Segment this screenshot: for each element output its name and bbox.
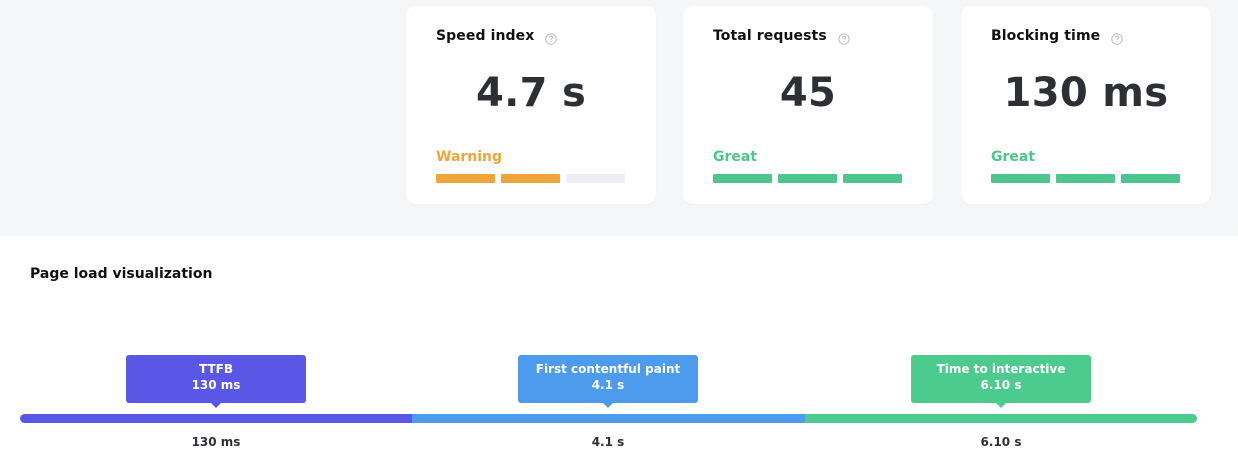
marker-value: 130 ms (191, 378, 241, 392)
status-label: Great (713, 149, 758, 165)
timeline-segment (412, 414, 805, 423)
metric-value: 45 (779, 70, 837, 116)
card-title: Speed index (436, 28, 535, 44)
marker-value: 4.1 s (591, 378, 625, 392)
card-header: Speed index (436, 28, 558, 45)
status-bar (713, 174, 902, 183)
card-title: Blocking time (991, 28, 1101, 44)
timeline-segment (805, 414, 1197, 423)
ttfb-marker: TTFB 130 ms (126, 355, 306, 408)
question-circle-icon[interactable] (545, 30, 558, 45)
status-label: Great (991, 149, 1036, 165)
time-to-interactive-marker: Time to interactive 6.10 s (911, 355, 1091, 408)
marker-name: Time to interactive (936, 362, 1066, 376)
timeline-segment (20, 414, 412, 423)
total-requests-card: Total requests 45 Great (683, 6, 933, 204)
metrics-area: Speed index 4.7 s Warning Total requests (0, 0, 1238, 236)
status-bar-segment (1121, 174, 1180, 183)
status-bar-segment (991, 174, 1050, 183)
metric-value: 4.7 s (475, 70, 587, 116)
status-bar-segment (1056, 174, 1115, 183)
card-header: Blocking time (991, 28, 1123, 45)
timeline-track (20, 414, 1197, 423)
question-circle-icon[interactable] (1111, 30, 1123, 45)
status-bar-segment (778, 174, 837, 183)
blocking-time-card: Blocking time 130 ms Great (961, 6, 1211, 204)
speed-index-card: Speed index 4.7 s Warning (406, 6, 656, 204)
status-bar (436, 174, 625, 183)
status-bar-segment (843, 174, 902, 183)
status-bar-segment (436, 174, 495, 183)
status-bar-segment (566, 174, 625, 183)
status-label: Warning (436, 149, 503, 165)
marker-name: First contentful paint (535, 362, 681, 376)
card-title: Total requests (713, 28, 827, 44)
question-circle-icon[interactable] (838, 30, 850, 45)
status-bar (991, 174, 1180, 183)
section-title: Page load visualization (30, 266, 213, 282)
status-bar-segment (501, 174, 560, 183)
timeline-label: 6.10 s (980, 435, 1022, 449)
status-bar-segment (713, 174, 772, 183)
metric-value: 130 ms (1003, 70, 1169, 116)
marker-value: 6.10 s (980, 378, 1022, 392)
timeline-label: 130 ms (191, 435, 241, 449)
timeline-label: 4.1 s (591, 435, 625, 449)
first-contentful-paint-marker: First contentful paint 4.1 s (518, 355, 698, 408)
page-load-panel: Page load visualization TTFB 130 ms Firs… (0, 236, 1238, 475)
card-header: Total requests (713, 28, 850, 45)
marker-name: TTFB (199, 362, 233, 376)
